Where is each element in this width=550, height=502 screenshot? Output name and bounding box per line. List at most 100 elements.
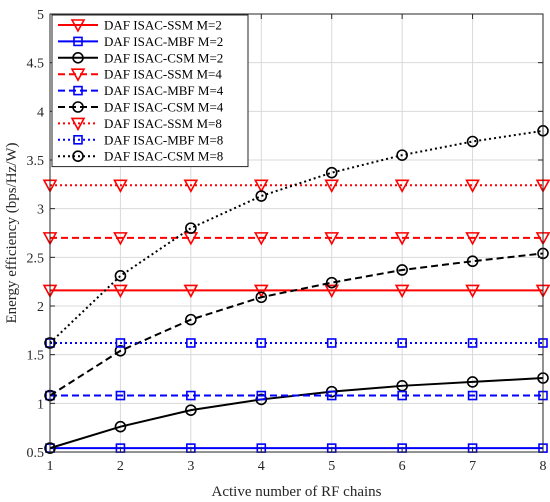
- data-point: [326, 390, 337, 401]
- legend-marker: [70, 19, 86, 33]
- data-point: [185, 222, 197, 234]
- y-tick-label: 1.5: [27, 349, 45, 364]
- x-tick-label: 2: [117, 459, 124, 474]
- x-tick-label: 6: [399, 459, 406, 474]
- legend-marker: [72, 150, 84, 162]
- data-point: [253, 284, 269, 299]
- data-point: [466, 135, 479, 148]
- data-point: [326, 338, 337, 348]
- x-tick-label: 8: [540, 459, 547, 474]
- legend-item: DAF ISAC-CSM M=2: [58, 50, 223, 65]
- legend-marker: [73, 85, 83, 96]
- legend-item: DAF ISAC-MBF M=2: [58, 34, 223, 49]
- series-daf-isac-csm-m-8: [44, 125, 549, 349]
- y-tick-label: 0.5: [27, 446, 45, 461]
- data-point: [466, 376, 479, 388]
- legend-item: DAF ISAC-MBF M=4: [58, 83, 224, 98]
- legend-label: DAF ISAC-MBF M=8: [104, 132, 223, 147]
- data-point: [183, 179, 199, 193]
- data-point: [255, 190, 268, 202]
- x-tick-label: 4: [258, 459, 265, 474]
- data-point: [255, 393, 268, 406]
- data-point: [394, 179, 410, 193]
- legend-marker: [73, 135, 83, 145]
- data-point: [253, 179, 269, 193]
- data-point: [113, 284, 128, 299]
- data-point: [114, 270, 127, 282]
- data-point: [256, 338, 267, 348]
- data-point: [186, 390, 196, 401]
- x-tick-label: 7: [469, 459, 476, 474]
- data-point: [466, 255, 479, 268]
- y-tick-label: 5: [37, 8, 44, 23]
- data-point: [325, 385, 338, 398]
- x-tick-label: 3: [187, 459, 194, 474]
- data-point: [467, 390, 478, 401]
- legend-label: DAF ISAC-MBF M=4: [104, 83, 224, 98]
- data-point: [113, 232, 128, 246]
- data-point: [256, 390, 267, 401]
- data-point: [396, 149, 408, 161]
- data-point: [394, 232, 410, 246]
- data-point: [325, 276, 338, 289]
- data-point: [186, 338, 196, 348]
- legend-marker: [70, 68, 86, 82]
- y-tick-label: 3.5: [27, 154, 45, 169]
- y-axis-label: Energy efficiency (bps/Hz/W): [4, 142, 20, 323]
- series-daf-isac-csm-m-4: [44, 247, 549, 402]
- legend-label: DAF ISAC-MBF M=2: [104, 34, 223, 49]
- legend-label: DAF ISAC-SSM M=8: [104, 116, 222, 131]
- data-point: [115, 338, 126, 348]
- legend-item: DAF ISAC-SSM M=8: [58, 116, 222, 132]
- legend-label: DAF ISAC-CSM M=2: [104, 50, 223, 65]
- data-point: [324, 179, 340, 193]
- data-point: [114, 344, 127, 357]
- y-tick-label: 4.5: [27, 57, 45, 72]
- x-tick-label: 5: [328, 459, 335, 474]
- data-point: [465, 232, 480, 246]
- data-point: [113, 179, 128, 193]
- legend-label: DAF ISAC-CSM M=8: [104, 149, 223, 164]
- data-point: [325, 166, 338, 179]
- legend-label: DAF ISAC-CSM M=4: [104, 100, 224, 115]
- legend-marker: [72, 51, 84, 64]
- data-point: [185, 313, 197, 326]
- x-tick-label: 1: [47, 459, 54, 474]
- y-tick-label: 1: [37, 397, 44, 412]
- legend-item: DAF ISAC-CSM M=4: [58, 100, 224, 115]
- data-point: [115, 390, 126, 401]
- data-point: [185, 404, 197, 416]
- data-point: [114, 420, 127, 433]
- data-point: [397, 338, 407, 348]
- data-point: [255, 291, 268, 304]
- data-point: [394, 284, 410, 299]
- legend-item: DAF ISAC-SSM M=2: [58, 18, 222, 33]
- legend-item: DAF ISAC-SSM M=4: [58, 67, 222, 82]
- x-axis-label: Active number of RF chains: [212, 484, 382, 500]
- legend-item: DAF ISAC-CSM M=8: [58, 149, 223, 164]
- series-line: [49, 129, 544, 344]
- plot-series: [42, 125, 550, 454]
- data-point: [396, 264, 408, 276]
- y-tick-label: 2: [37, 300, 44, 315]
- data-point: [253, 232, 269, 246]
- legend-marker: [70, 117, 86, 132]
- legend-item: DAF ISAC-MBF M=8: [58, 132, 223, 147]
- legend-label: DAF ISAC-SSM M=4: [104, 67, 222, 82]
- data-point: [397, 390, 407, 401]
- y-tick-label: 4: [37, 105, 44, 120]
- data-point: [324, 284, 340, 299]
- data-point: [467, 338, 478, 348]
- series-daf-isac-ssm-m-4: [42, 232, 550, 246]
- legend-marker: [73, 36, 83, 47]
- y-tick-label: 2.5: [27, 251, 45, 266]
- plot-frame: [49, 13, 544, 453]
- data-point: [465, 179, 480, 193]
- data-point: [183, 284, 199, 299]
- y-tick-label: 3: [37, 203, 44, 218]
- series-line: [49, 252, 544, 397]
- data-point: [324, 232, 340, 246]
- legend-label: DAF ISAC-SSM M=2: [104, 18, 222, 33]
